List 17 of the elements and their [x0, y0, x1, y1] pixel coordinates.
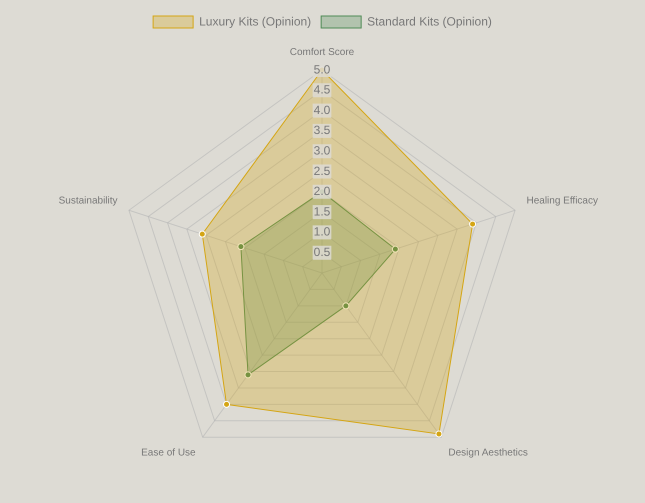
- y-tick-label: 2.5: [314, 164, 331, 178]
- spoke-label: Comfort Score: [290, 46, 355, 58]
- y-tick-label: 4.5: [314, 82, 331, 97]
- y-tick-label: 1.5: [314, 204, 331, 218]
- legend-label: Luxury Kits (Opinion): [199, 14, 312, 28]
- y-tick-label: 5.0: [314, 62, 331, 76]
- legend-label: Standard Kits (Opinion): [367, 14, 492, 28]
- y-tick-label: 3.5: [314, 123, 331, 138]
- spoke-label: Sustainability: [58, 195, 118, 206]
- spoke-label: Ease of Use: [141, 448, 196, 459]
- y-tick-label: 4.0: [314, 102, 331, 117]
- y-tick-label: 3.0: [314, 144, 331, 158]
- spoke-label: Healing Efficacy: [526, 195, 598, 206]
- spoke-label: Design Aesthetics: [448, 448, 528, 459]
- y-tick-label: 0.5: [314, 245, 331, 260]
- y-tick-label: 2.0: [314, 184, 331, 198]
- y-tick-label: 1.0: [314, 224, 331, 239]
